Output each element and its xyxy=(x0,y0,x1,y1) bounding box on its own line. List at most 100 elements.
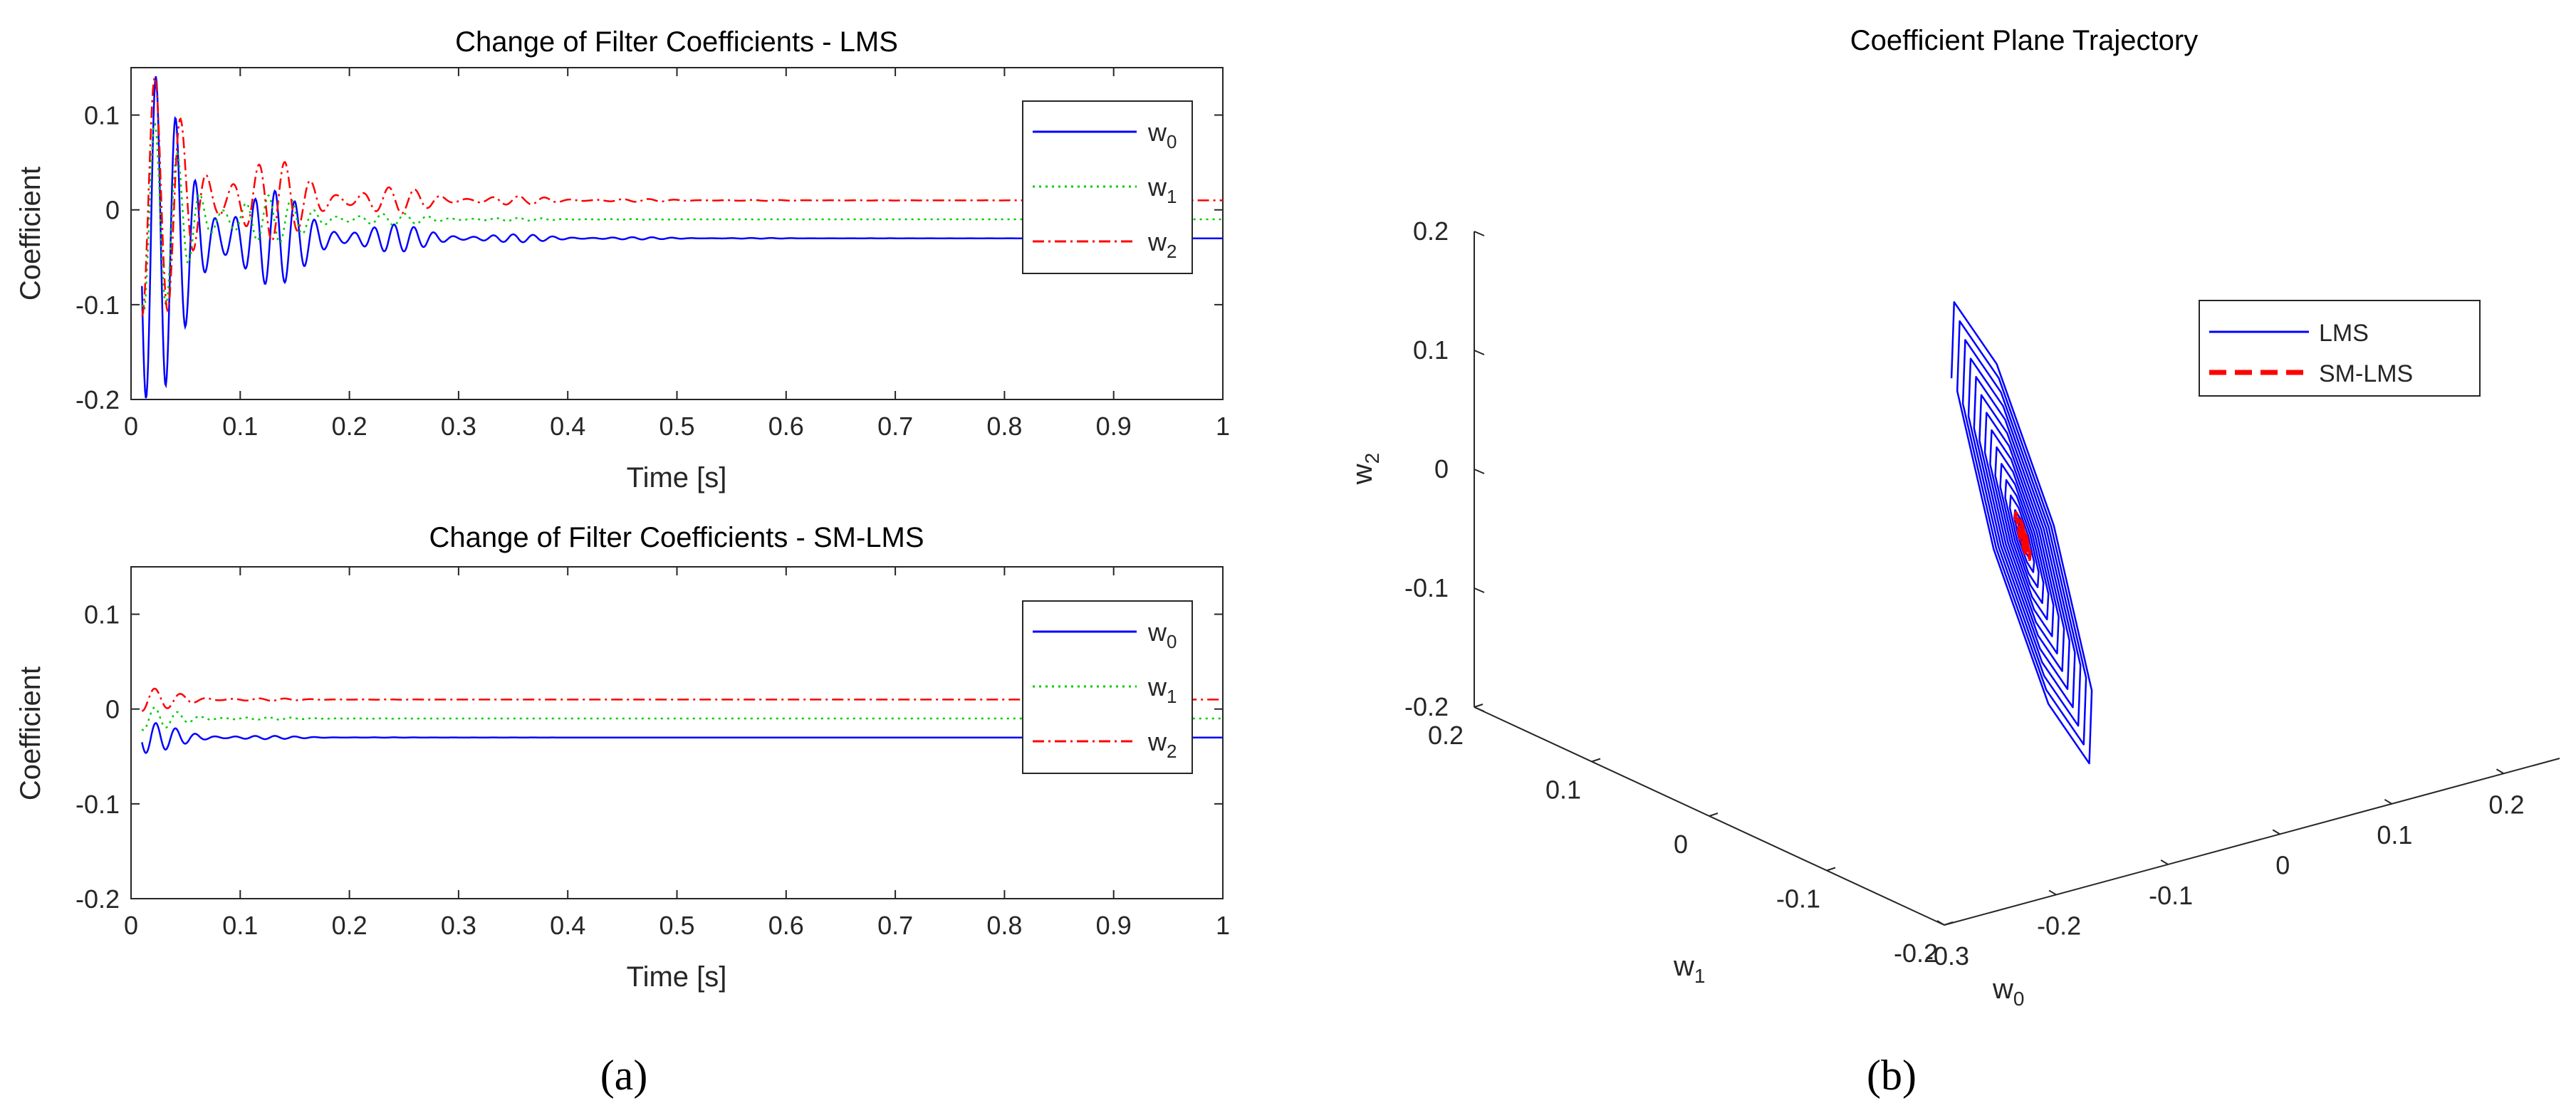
smlms-chart-title: Change of Filter Coefficients - SM-LMS xyxy=(429,522,924,553)
smlms-legend-box xyxy=(1022,600,1193,774)
w0-tick-label: 0.1 xyxy=(2377,820,2412,850)
w0-ticks: -0.3 -0.2 -0.1 0 0.1 0.2 xyxy=(1925,768,2524,971)
smlms-legend-label-w1: w1 xyxy=(1147,672,1177,707)
trajectory-legend: LMS SM-LMS xyxy=(2199,300,2481,397)
lms-y-tick-label: -0.1 xyxy=(75,291,120,320)
lms-x-ticks: 0 0.1 0.2 0.3 0.4 0.5 0.6 0.7 0.8 0.9 1 xyxy=(124,68,1230,441)
lms-y-tick-label: -0.2 xyxy=(75,385,120,414)
lms-legend-label-w1: w1 xyxy=(1147,172,1177,207)
lms-x-tick-label: 1 xyxy=(1216,412,1230,441)
w0-axis-label: w0 xyxy=(1992,973,2024,1010)
w0-tick-mark xyxy=(2496,768,2504,775)
w1-tick-label: 0 xyxy=(1674,830,1688,859)
lms-x-tick-label: 0.7 xyxy=(877,412,913,441)
w0-tick-label: -0.2 xyxy=(2037,911,2081,940)
smlms-x-tick-label: 0.1 xyxy=(222,911,258,940)
w0-tick-mark xyxy=(2384,798,2392,805)
trajectory-lms xyxy=(1950,301,2093,765)
lms-x-tick-label: 0.1 xyxy=(222,412,258,441)
lms-x-tick-label: 0.9 xyxy=(1096,412,1132,441)
trajectory-3d-chart: Coefficient Plane Trajectory -0.2-0.100.… xyxy=(1347,25,2560,1010)
smlms-y-axis-label: Coefficient xyxy=(15,667,46,800)
smlms-legend: w0 w1 w2 xyxy=(1022,600,1193,774)
trajectory-legend-box xyxy=(2199,300,2481,397)
w2-tick-label: 0 xyxy=(1434,454,1449,484)
trajectory-lines xyxy=(1950,301,2093,765)
smlms-legend-label-w0: w0 xyxy=(1147,617,1177,652)
w2-tick-mark xyxy=(1474,350,1485,355)
lms-series-w2 xyxy=(141,75,1223,317)
smlms-x-axis-label: Time [s] xyxy=(627,961,727,993)
lms-x-tick-label: 0 xyxy=(124,412,138,441)
legend-label-smlms: SM-LMS xyxy=(2319,360,2413,387)
smlms-series-w2 xyxy=(141,687,1223,712)
w1-tick-label: 0.2 xyxy=(1428,721,1464,750)
lms-x-axis-label: Time [s] xyxy=(627,462,727,493)
smlms-y-tick-label: 0.1 xyxy=(84,600,120,629)
smlms-x-ticks: 0 0.1 0.2 0.3 0.4 0.5 0.6 0.7 0.8 0.9 1 xyxy=(124,567,1230,940)
smlms-x-tick-label: 0.8 xyxy=(986,911,1022,940)
lms-x-tick-label: 0.8 xyxy=(986,412,1022,441)
w0-tick-label: -0.3 xyxy=(1925,941,1969,971)
w1-tick-label: -0.1 xyxy=(1776,884,1820,914)
lms-x-tick-label: 0.5 xyxy=(659,412,694,441)
w1-tick-mark xyxy=(1709,812,1719,817)
legend-label-lms: LMS xyxy=(2319,320,2369,347)
w2-tick-mark xyxy=(1474,469,1485,474)
w1-tick-mark xyxy=(1944,921,1954,926)
lms-y-tick-label: 0.1 xyxy=(84,101,120,130)
w0-tick-label: 0.2 xyxy=(2488,790,2524,819)
w2-tick-mark xyxy=(1474,231,1485,236)
smlms-x-tick-label: 0.7 xyxy=(877,911,913,940)
w1-tick-mark xyxy=(1826,867,1836,872)
lms-y-axis-label: Coefficient xyxy=(15,167,46,301)
lms-y-ticks: -0.2 -0.1 0 0.1 xyxy=(75,101,1223,414)
smlms-x-tick-label: 0 xyxy=(124,911,138,940)
lms-legend-label-w2: w2 xyxy=(1147,227,1177,262)
w1-tick-mark xyxy=(1591,758,1601,763)
lms-chart-title: Change of Filter Coefficients - LMS xyxy=(455,26,898,58)
smlms-x-tick-label: 0.2 xyxy=(332,911,367,940)
lms-x-tick-label: 0.6 xyxy=(768,412,804,441)
lms-coefficients-chart: Change of Filter Coefficients - LMS 0 0.1… xyxy=(15,26,1230,493)
caption-a: (a) xyxy=(600,1052,648,1099)
smlms-x-tick-label: 0.4 xyxy=(550,911,585,940)
smlms-x-tick-label: 0.3 xyxy=(441,911,476,940)
w1-tick-label: 0.1 xyxy=(1545,775,1581,805)
w2-tick-mark xyxy=(1474,706,1485,712)
w2-tick-label: 0.1 xyxy=(1413,335,1449,365)
w0-axis-line xyxy=(1944,758,2560,926)
w1-tick-label: -0.2 xyxy=(1894,939,1938,968)
w0-tick-label: -0.1 xyxy=(2149,881,2193,910)
w2-tick-mark xyxy=(1474,587,1485,593)
w1-ticks: 0.2 0.1 0 -0.1 -0.2 xyxy=(1428,704,1954,968)
w1-tick-mark xyxy=(1474,704,1483,708)
lms-x-tick-label: 0.3 xyxy=(441,412,476,441)
smlms-legend-label-w2: w2 xyxy=(1147,727,1177,762)
smlms-y-ticks: -0.2 -0.1 0 0.1 xyxy=(75,600,1223,914)
w2-ticks: -0.2 -0.1 0 0.1 0.2 xyxy=(1404,216,1485,721)
lms-x-tick-label: 0.2 xyxy=(332,412,367,441)
w0-tick-mark xyxy=(2272,829,2280,835)
w1-axis-label: w1 xyxy=(1673,951,1705,987)
smlms-x-tick-label: 1 xyxy=(1216,911,1230,940)
lms-legend-box xyxy=(1022,100,1193,274)
smlms-series-w1 xyxy=(141,706,1223,731)
smlms-y-tick-label: -0.1 xyxy=(75,790,120,819)
lms-y-tick-label: 0 xyxy=(105,196,120,225)
smlms-x-tick-label: 0.9 xyxy=(1096,911,1132,940)
smlms-y-tick-label: 0 xyxy=(105,695,120,724)
lms-legend-label-w0: w0 xyxy=(1147,117,1177,152)
w2-tick-label: 0.2 xyxy=(1413,216,1449,246)
w2-axis-label: w2 xyxy=(1347,453,1383,485)
smlms-y-tick-label: -0.2 xyxy=(75,884,120,914)
w0-tick-label: 0 xyxy=(2275,850,2290,879)
trajectory-sm-lms xyxy=(2013,511,2032,561)
caption-b: (b) xyxy=(1867,1052,1917,1099)
w2-tick-label: -0.2 xyxy=(1404,692,1449,721)
w0-tick-mark xyxy=(2048,889,2057,896)
w2-tick-label: -0.1 xyxy=(1404,573,1449,602)
lms-series-w1 xyxy=(141,122,1223,316)
smlms-coefficients-chart: Change of Filter Coefficients - SM-LMS 0… xyxy=(15,522,1230,993)
smlms-x-tick-label: 0.5 xyxy=(659,911,694,940)
